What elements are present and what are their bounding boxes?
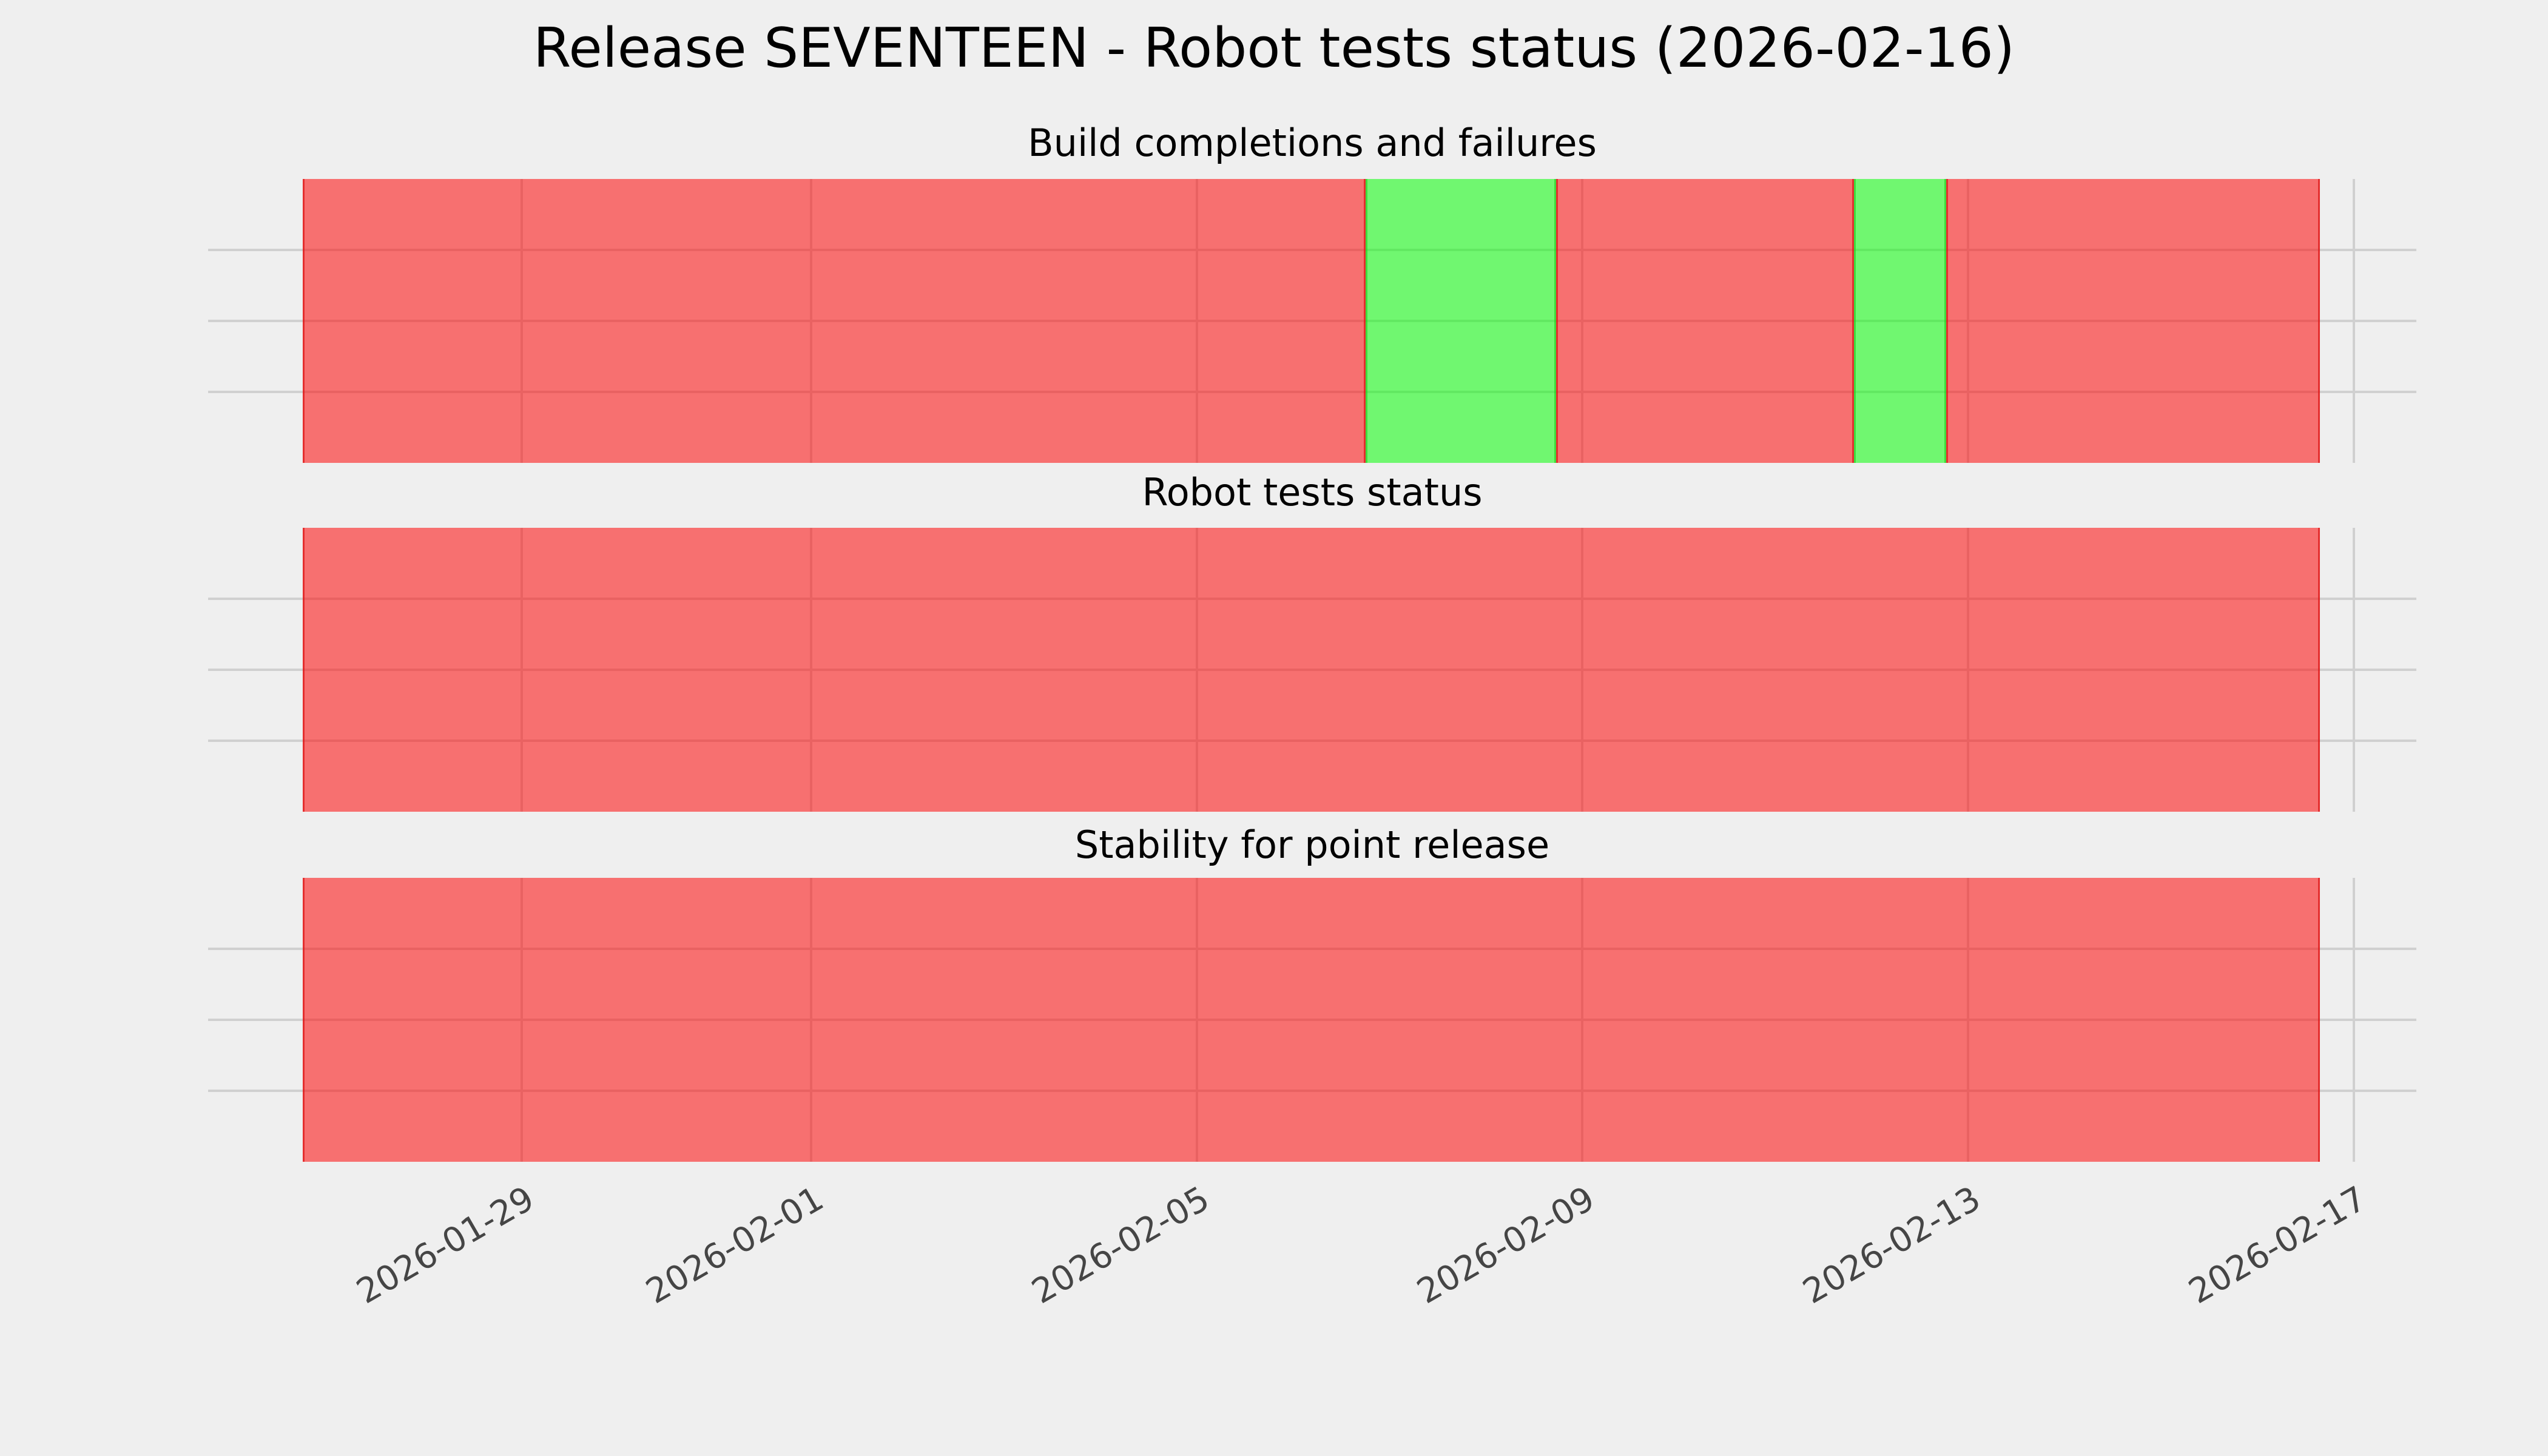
- status-segment-success: [1365, 179, 1557, 463]
- plot-area-build-completions: [208, 179, 2416, 463]
- subplot-title-robot-tests: Robot tests status: [1142, 470, 1483, 514]
- subplot-title-stability: Stability for point release: [1074, 823, 1550, 867]
- x-tick-label: 2026-01-29: [349, 1179, 541, 1312]
- vertical-gridline: [2353, 179, 2356, 463]
- vertical-gridline: [2353, 878, 2356, 1162]
- x-axis-tick-labels: 2026-01-29 2026-02-01 2026-02-05 2026-02-09…: [208, 1162, 2416, 1417]
- x-tick-label: 2026-02-01: [639, 1179, 831, 1312]
- x-tick-label: 2026-02-05: [1025, 1179, 1216, 1312]
- status-segment-failure: [302, 528, 2320, 812]
- status-segment-failure: [1946, 179, 2320, 463]
- page-title: Release SEVENTEEN - Robot tests status (…: [533, 16, 2015, 80]
- status-segment-failure: [302, 878, 2320, 1162]
- vertical-gridline: [2353, 528, 2356, 812]
- status-segment-success: [1853, 179, 1946, 463]
- x-tick-label: 2026-02-09: [1410, 1179, 1602, 1312]
- plot-area-robot-tests: [208, 528, 2416, 812]
- status-segment-failure: [302, 179, 1366, 463]
- plot-area-stability: [208, 878, 2416, 1162]
- x-tick-label: 2026-02-17: [2182, 1179, 2373, 1312]
- x-tick-label: 2026-02-13: [1796, 1179, 1987, 1312]
- subplot-title-build-completions: Build completions and failures: [1028, 121, 1597, 165]
- status-segment-failure: [1556, 179, 1854, 463]
